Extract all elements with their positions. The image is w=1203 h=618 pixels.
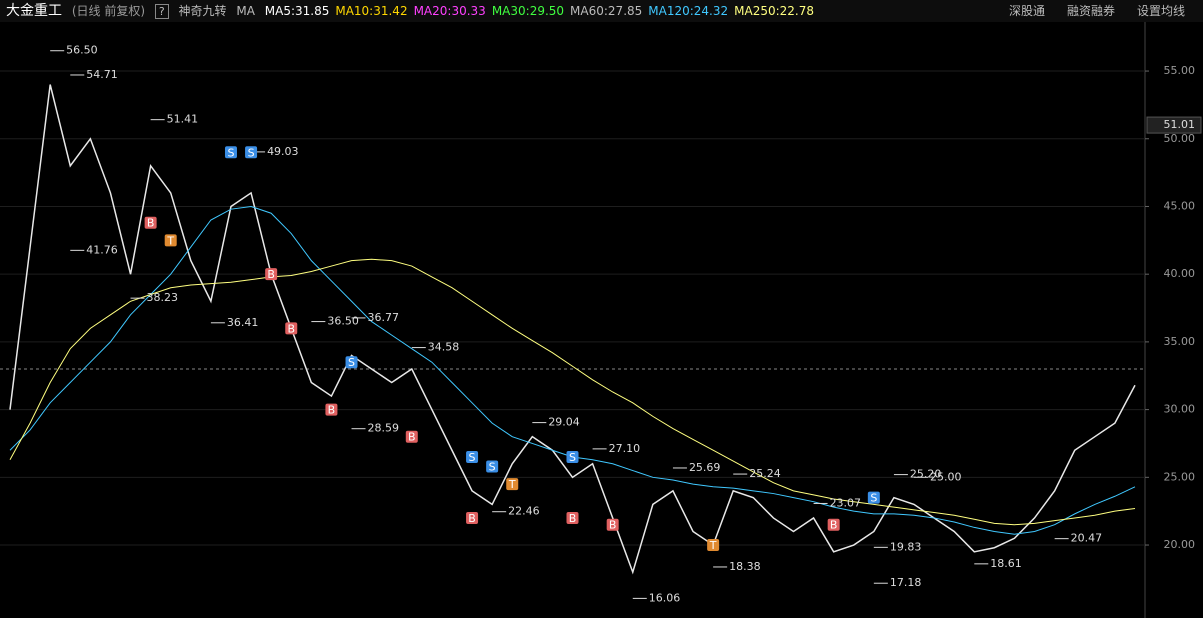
signal-badge: [506, 478, 519, 491]
annotation-label: 38.23: [147, 291, 179, 304]
signal-label: B: [830, 519, 838, 532]
annotation-label: 23.07: [830, 496, 862, 509]
signal-badge: [164, 234, 177, 247]
ma-value: MA60:27.85: [570, 4, 643, 18]
y-tick-label: 55.00: [1164, 64, 1196, 77]
ma-list: MA5:31.85 MA10:31.42 MA20:30.33 MA30:29.50 M…: [265, 4, 820, 18]
toolbar-buttons: 深股通 融资融券 设置均线: [993, 0, 1191, 22]
signal-label: B: [267, 268, 275, 281]
y-tick-label: 20.00: [1164, 538, 1196, 551]
signal-badge: [466, 511, 479, 524]
period[interactable]: (日线 前复权): [71, 4, 146, 18]
ma-value: MA30:29.50: [491, 4, 565, 18]
annotation-label: 18.61: [990, 557, 1022, 570]
signal-badge: [285, 322, 298, 335]
y-tick-label: 40.00: [1164, 267, 1196, 280]
y-tick-label: 45.00: [1164, 199, 1196, 212]
annotation-label: 20.47: [1071, 532, 1103, 545]
signal-label: S: [469, 451, 476, 464]
annotation-label: 36.50: [327, 315, 359, 328]
annotation-label: 25.00: [930, 470, 962, 483]
annotation-label: 36.77: [368, 311, 400, 324]
signal-label: S: [348, 356, 355, 369]
help-button[interactable]: ?: [154, 4, 169, 19]
signal-label: B: [287, 322, 295, 335]
signal-label: S: [248, 146, 255, 159]
annotation-label: 27.10: [609, 442, 641, 455]
annotation-label: 18.38: [729, 560, 761, 573]
annotation-label: 28.59: [368, 422, 400, 435]
ma-value: MA10:31.42: [335, 4, 408, 18]
signal-label: B: [468, 512, 476, 525]
signal-badge: [606, 518, 619, 531]
signal-label: B: [408, 431, 416, 444]
signal-badge: [265, 268, 278, 281]
signal-badge: [405, 430, 418, 443]
signal-badge: [224, 146, 237, 159]
annotation-label: 34.58: [428, 341, 460, 354]
annotation-label: 54.71: [86, 68, 118, 81]
signal-label: B: [328, 404, 336, 417]
annotation-label: 22.46: [508, 505, 539, 518]
ma-value: MA20:30.33: [413, 4, 486, 18]
annotation-label: 29.04: [548, 416, 580, 429]
series-line: [9, 84, 1136, 575]
y-tick-label: 25.00: [1164, 470, 1196, 483]
annotation-label: 16.06: [649, 591, 681, 604]
cursor-label: 51.01: [1164, 118, 1196, 131]
signal-label: S: [489, 460, 496, 473]
signal-badge: [325, 403, 338, 416]
annotation-label: 36.41: [227, 316, 259, 329]
signal-label: S: [569, 451, 576, 464]
signal-label: T: [508, 478, 516, 491]
annotation-label: 19.83: [890, 540, 922, 553]
signal-label: B: [609, 519, 617, 532]
signal-badge: [144, 216, 157, 229]
ma-title: MA: [236, 4, 255, 18]
toolbar-button[interactable]: 设置均线: [1136, 4, 1185, 18]
signal-badge: [486, 460, 499, 473]
ma-value: MA120:24.32: [648, 4, 729, 18]
toolbar-button[interactable]: 融资融券: [1066, 4, 1115, 18]
annotation-label: 41.76: [86, 243, 118, 256]
signal-badge: [466, 451, 479, 464]
stock-name: 大金重工: [6, 3, 62, 19]
annotation-label: 56.50: [66, 44, 98, 57]
signal-label: T: [709, 539, 717, 552]
ma-value: MA5:31.85: [264, 4, 330, 18]
cursor-box: [1146, 116, 1202, 134]
series-line: [9, 258, 1136, 526]
chart: 20.00 25.00 30.00 35.00 40.00 45.00 50.00 55.00…: [0, 22, 1202, 618]
signal-label: S: [227, 146, 234, 159]
indicator[interactable]: 神奇九转: [178, 4, 227, 18]
signal-label: S: [870, 492, 877, 505]
y-tick-label: 50.00: [1164, 132, 1196, 145]
signal-badge: [245, 146, 258, 159]
y-tick-label: 30.00: [1164, 403, 1196, 416]
signal-badge: [566, 511, 579, 524]
annotation-label: 25.24: [749, 467, 781, 480]
signal-label: T: [166, 234, 174, 247]
signal-badge: [867, 491, 880, 504]
y-tick-label: 35.00: [1164, 335, 1196, 348]
annotation-label: 17.18: [890, 576, 922, 589]
signal-label: B: [147, 217, 155, 230]
annotation-label: 25.69: [689, 461, 721, 474]
annotation-label: 49.03: [267, 145, 299, 158]
toolbar-button[interactable]: 深股通: [1008, 4, 1045, 18]
signal-badge: [827, 518, 840, 531]
signal-badge: [345, 356, 358, 369]
signal-badge: [707, 539, 720, 552]
signal-label: B: [569, 512, 577, 525]
series-line: [9, 205, 1136, 535]
toolbar: 大金重工 (日线 前复权) ? 神奇九转 MA MA5:31.85 MA10:31…: [0, 0, 1203, 22]
signal-badge: [566, 451, 579, 464]
annotation-label: 51.41: [167, 113, 199, 126]
ma-value: MA250:22.78: [734, 4, 815, 18]
